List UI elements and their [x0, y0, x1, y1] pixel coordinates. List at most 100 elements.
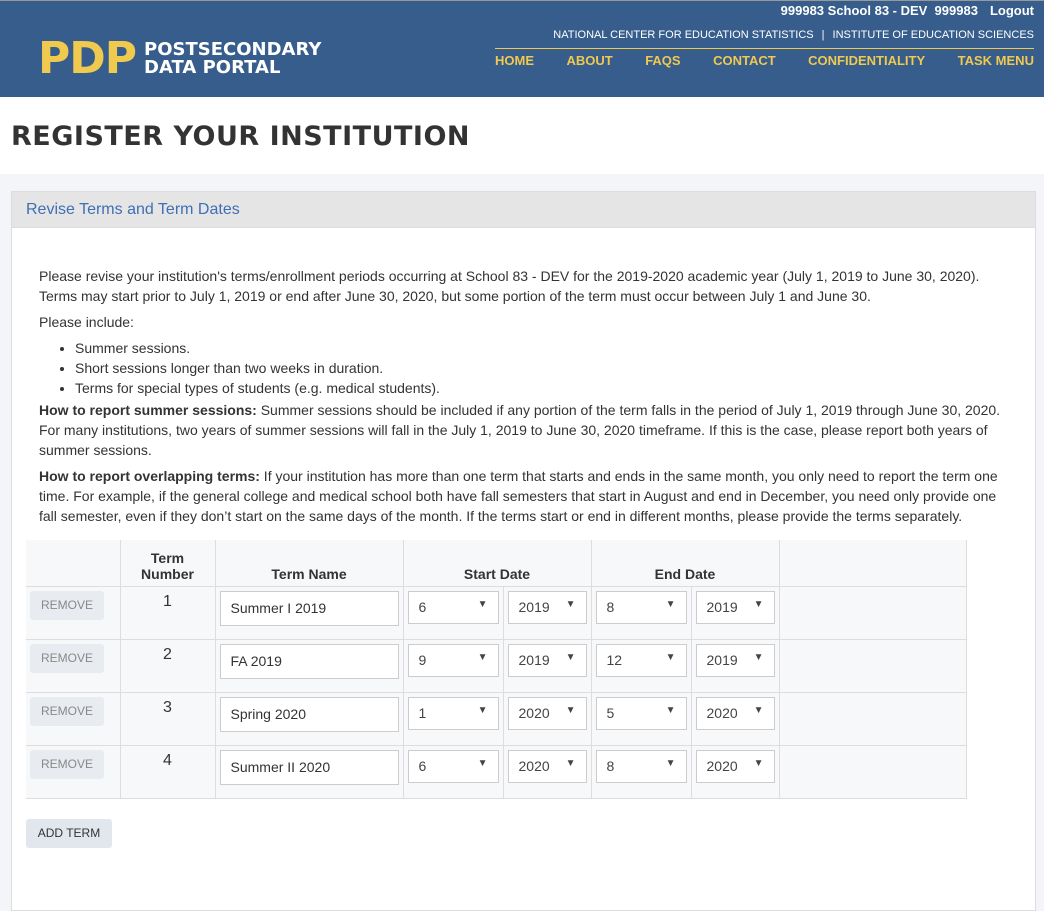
term-row: REMOVE 4 Summer II 2020 6 ▼ 2020 ▼ 8 ▼ 2020 ▼: [26, 745, 967, 799]
nav-task-menu[interactable]: TASK MENU: [957, 53, 1034, 68]
nav-about[interactable]: ABOUT: [566, 53, 613, 68]
dropdown-arrow-icon: ▼: [565, 651, 576, 663]
include-item: Terms for special types of students (e.g…: [75, 378, 1008, 398]
empty-cell: [778, 745, 967, 799]
term-name-input[interactable]: Spring 2020: [219, 696, 399, 732]
summer-text: Summer sessions should be included if an…: [39, 402, 1001, 458]
remove-button[interactable]: REMOVE: [30, 749, 104, 779]
end-month-select[interactable]: 8 ▼: [595, 749, 687, 783]
overlap-label: How to report overlapping terms:: [39, 468, 260, 484]
end-year-select[interactable]: 2020 ▼: [695, 696, 775, 730]
start-year-select[interactable]: 2019 ▼: [507, 590, 587, 624]
term-row: REMOVE 3 Spring 2020 1 ▼ 2020 ▼ 5 ▼ 2020 ▼: [26, 692, 967, 746]
nav-confidentiality[interactable]: CONFIDENTIALITY: [808, 53, 926, 68]
dropdown-arrow-icon: ▼: [753, 598, 764, 610]
dropdown-arrow-icon: ▼: [665, 704, 676, 716]
remove-button[interactable]: REMOVE: [30, 590, 104, 620]
start-year-select-value: 2020: [518, 704, 550, 721]
start-month-select[interactable]: 1 ▼: [407, 696, 499, 730]
dropdown-arrow-icon: ▼: [477, 651, 488, 663]
dropdown-arrow-icon: ▼: [477, 704, 488, 716]
remove-button[interactable]: REMOVE: [30, 696, 104, 726]
start-month-select-value: 6: [418, 757, 427, 774]
include-item: Summer sessions.: [75, 338, 1008, 358]
start-month-select[interactable]: 6 ▼: [407, 590, 499, 624]
intro-text: Please revise your institution's terms/e…: [39, 268, 980, 304]
page-title: REGISTER YOUR INSTITUTION: [11, 121, 471, 152]
col-end-date: End Date: [590, 540, 780, 587]
logo-mark: PDP: [38, 33, 137, 84]
end-month-select[interactable]: 5 ▼: [595, 696, 687, 730]
end-month-select-value: 5: [606, 704, 615, 721]
start-year-select[interactable]: 2020 ▼: [507, 696, 587, 730]
dropdown-arrow-icon: ▼: [753, 704, 764, 716]
start-month-select[interactable]: 6 ▼: [407, 749, 499, 783]
term-number: 1: [119, 586, 216, 640]
term-number: 2: [119, 639, 216, 693]
dropdown-arrow-icon: ▼: [565, 757, 576, 769]
site-header: PDP POSTSECONDARY DATA PORTAL 999983 Schoo…: [0, 0, 1044, 97]
end-year-select-value: 2019: [706, 598, 738, 615]
end-month-select[interactable]: 12 ▼: [595, 643, 687, 677]
end-year-select[interactable]: 2019 ▼: [695, 590, 775, 624]
user-info: 999983 School 83 - DEV 999983: [780, 3, 978, 18]
nav-faqs[interactable]: FAQS: [645, 53, 681, 68]
main-nav: HOME ABOUT FAQS CONTACT CONFIDENTIALITY TASK …: [495, 48, 1034, 68]
dropdown-arrow-icon: ▼: [753, 757, 764, 769]
end-month-select-value: 12: [606, 651, 623, 668]
separator: |: [821, 29, 825, 41]
nces-link[interactable]: NATIONAL CENTER FOR EDUCATION STATISTICS: [553, 29, 814, 41]
col-empty: [778, 540, 967, 587]
include-label: Please include:: [39, 314, 134, 330]
end-year-select[interactable]: 2019 ▼: [695, 643, 775, 677]
dropdown-arrow-icon: ▼: [753, 651, 764, 663]
start-month-select[interactable]: 9 ▼: [407, 643, 499, 677]
term-row: REMOVE 1 Summer I 2019 6 ▼ 2019 ▼ 8 ▼ 2019 ▼: [26, 586, 967, 640]
end-month-select[interactable]: 8 ▼: [595, 590, 687, 624]
col-action: [26, 540, 121, 587]
col-start-date: Start Date: [402, 540, 592, 587]
dropdown-arrow-icon: ▼: [565, 704, 576, 716]
start-month-select-value: 1: [418, 704, 427, 721]
dropdown-arrow-icon: ▼: [477, 598, 488, 610]
end-year-select[interactable]: 2020 ▼: [695, 749, 775, 783]
nav-home[interactable]: HOME: [495, 53, 534, 68]
pdp-logo[interactable]: PDP POSTSECONDARY DATA PORTAL: [38, 33, 321, 84]
end-month-select-value: 8: [606, 598, 615, 615]
start-year-select[interactable]: 2020 ▼: [507, 749, 587, 783]
logo-line2: DATA PORTAL: [144, 56, 281, 78]
start-year-select[interactable]: 2019 ▼: [507, 643, 587, 677]
term-number: 3: [119, 692, 216, 746]
panel-title: Revise Terms and Term Dates: [12, 192, 1035, 228]
remove-button[interactable]: REMOVE: [30, 643, 104, 673]
empty-cell: [778, 692, 967, 746]
dropdown-arrow-icon: ▼: [665, 651, 676, 663]
term-name-input[interactable]: Summer II 2020: [219, 749, 399, 785]
dropdown-arrow-icon: ▼: [665, 757, 676, 769]
end-year-select-value: 2020: [706, 757, 738, 774]
start-year-select-value: 2019: [518, 598, 550, 615]
term-row: REMOVE 2 FA 2019 9 ▼ 2019 ▼ 12 ▼ 2019 ▼: [26, 639, 967, 693]
term-name-input[interactable]: FA 2019: [219, 643, 399, 679]
dropdown-arrow-icon: ▼: [665, 598, 676, 610]
col-term-number: Term Number: [119, 540, 216, 587]
include-item: Short sessions longer than two weeks in …: [75, 358, 1008, 378]
add-term-button[interactable]: ADD TERM: [26, 818, 112, 848]
dropdown-arrow-icon: ▼: [565, 598, 576, 610]
overlap-text: If your institution has more than one te…: [39, 468, 998, 524]
term-name-input[interactable]: Summer I 2019: [219, 590, 399, 626]
col-term-name: Term Name: [214, 540, 404, 587]
terms-panel: Revise Terms and Term Dates Please revis…: [11, 191, 1036, 911]
overlap-note: How to report overlapping terms: If your…: [39, 466, 1008, 526]
ies-link[interactable]: INSTITUTE OF EDUCATION SCIENCES: [832, 29, 1034, 41]
start-month-select-value: 9: [418, 651, 427, 668]
include-list: Summer sessions.Short sessions longer th…: [39, 338, 1008, 398]
nav-contact[interactable]: CONTACT: [713, 53, 776, 68]
terms-table: Term Number Term Name Start Date End Dat…: [26, 540, 967, 799]
end-month-select-value: 8: [606, 757, 615, 774]
start-month-select-value: 6: [418, 598, 427, 615]
logout-link[interactable]: Logout: [989, 3, 1034, 18]
start-year-select-value: 2020: [518, 757, 550, 774]
empty-cell: [778, 639, 967, 693]
term-number: 4: [119, 745, 216, 799]
